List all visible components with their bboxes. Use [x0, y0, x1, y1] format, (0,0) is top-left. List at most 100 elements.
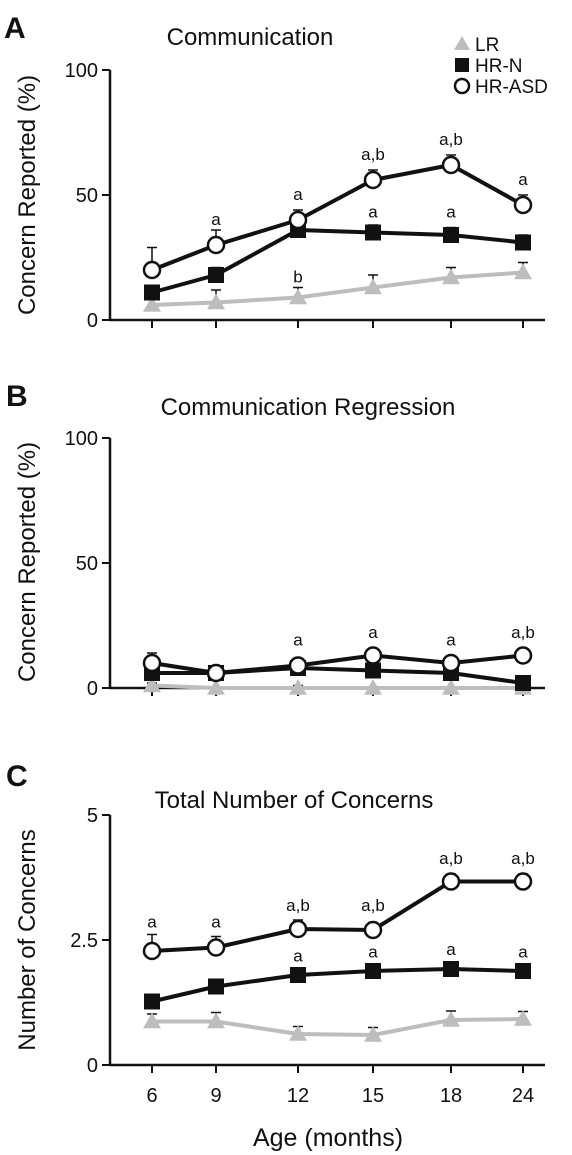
data-point	[363, 170, 383, 190]
data-point	[442, 679, 460, 695]
series-line	[151, 653, 524, 675]
series-line	[151, 879, 523, 953]
y-axis-label: Concern Reported (%)	[14, 75, 41, 315]
legend-item-hr-asd: HR-ASD	[453, 77, 548, 98]
data-point	[142, 260, 162, 280]
significance-annotation: a	[293, 947, 303, 966]
legend-marker	[454, 36, 470, 50]
significance-annotation: a	[518, 943, 528, 962]
series-hr-asd	[142, 646, 533, 683]
x-tick-label: 18	[440, 1085, 462, 1107]
data-point	[363, 920, 383, 940]
data-point	[288, 210, 308, 230]
panel-title: Communication Regression	[161, 394, 456, 421]
significance-annotation: a,b	[361, 896, 385, 915]
data-point	[142, 941, 162, 961]
legend-label: LR	[475, 35, 499, 56]
data-point	[364, 1026, 382, 1042]
legend-item-lr: LR	[454, 35, 499, 56]
data-point	[288, 919, 308, 939]
data-point	[143, 296, 161, 312]
significance-annotation: a	[446, 631, 456, 650]
data-point	[208, 267, 224, 283]
significance-annotation: a	[368, 203, 378, 222]
series-line	[151, 270, 524, 307]
data-point	[513, 872, 533, 891]
panel-letter: B	[6, 380, 28, 413]
data-point	[143, 1012, 161, 1029]
significance-annotation: b	[293, 268, 302, 287]
data-point	[365, 224, 381, 241]
x-tick-label: 9	[210, 1085, 221, 1107]
series-line	[151, 967, 524, 1004]
legend-label: HR-N	[475, 56, 523, 77]
data-point	[207, 679, 225, 695]
series-hr-n	[144, 961, 531, 1010]
x-tick-label: 15	[362, 1085, 384, 1107]
significance-annotation: a,b	[286, 896, 310, 915]
x-tick-label: 6	[146, 1085, 157, 1107]
significance-annotation: a,b	[511, 623, 535, 642]
significance-annotation: a	[211, 913, 221, 932]
legend-item-hr-n: HR-N	[455, 56, 523, 77]
y-tick-label: 5	[87, 805, 98, 827]
panel-letter: C	[6, 760, 28, 793]
data-point	[363, 646, 383, 665]
data-point	[288, 656, 308, 675]
series-hr-asd	[142, 154, 533, 280]
series-hr-n	[144, 221, 531, 301]
panel-c: C Total Number of Concerns Number of Conce…	[6, 760, 545, 1107]
data-point	[289, 679, 307, 695]
significance-annotation: a,b	[511, 849, 535, 868]
series-line	[151, 228, 524, 295]
x-tick-label: 12	[287, 1085, 309, 1107]
panel-title: Total Number of Concerns	[155, 787, 434, 814]
data-point	[365, 662, 381, 679]
data-point	[515, 963, 531, 979]
data-point	[142, 653, 162, 673]
data-point	[441, 653, 461, 673]
y-axis-label: Concern Reported (%)	[14, 442, 41, 682]
data-point	[289, 1025, 307, 1041]
panel-title: Communication	[167, 24, 334, 51]
y-tick-label: 2.5	[70, 930, 98, 952]
legend-marker	[455, 58, 469, 72]
data-point	[443, 227, 459, 243]
significance-annotation: a	[368, 943, 378, 962]
data-point	[514, 1010, 532, 1026]
y-tick-label: 100	[65, 428, 98, 450]
significance-annotation: a	[518, 170, 528, 189]
significance-annotation: a,b	[439, 849, 463, 868]
significance-annotation: a	[446, 940, 456, 959]
y-tick-label: 0	[87, 678, 98, 700]
data-point	[442, 268, 460, 285]
significance-annotation: a,b	[439, 130, 463, 149]
series-line	[151, 683, 523, 690]
panel-b: B Communication Regression Concern Reporte…	[6, 380, 545, 700]
data-point	[207, 1012, 225, 1029]
significance-annotation: a	[368, 623, 378, 642]
y-tick-label: 50	[76, 185, 98, 207]
data-point	[206, 938, 226, 957]
data-point	[441, 155, 461, 175]
legend-marker	[453, 77, 471, 95]
panel-a: A Communication Concern Reported (%) 0 50 100…	[4, 12, 545, 332]
significance-annotation: a	[147, 913, 157, 932]
series-line	[151, 163, 524, 272]
significance-annotation: a	[293, 631, 303, 650]
y-tick-label: 50	[76, 553, 98, 575]
data-point	[290, 967, 306, 983]
significance-annotation: a,b	[361, 145, 385, 164]
series-lr	[143, 261, 532, 312]
series-lr	[143, 676, 532, 695]
data-point	[515, 675, 531, 691]
data-point	[513, 646, 533, 665]
legend-label: HR-ASD	[475, 77, 548, 98]
data-point	[207, 293, 225, 310]
data-point	[441, 872, 461, 891]
data-point	[144, 993, 160, 1010]
series-hr-asd	[142, 872, 533, 961]
series-line	[152, 1017, 524, 1037]
